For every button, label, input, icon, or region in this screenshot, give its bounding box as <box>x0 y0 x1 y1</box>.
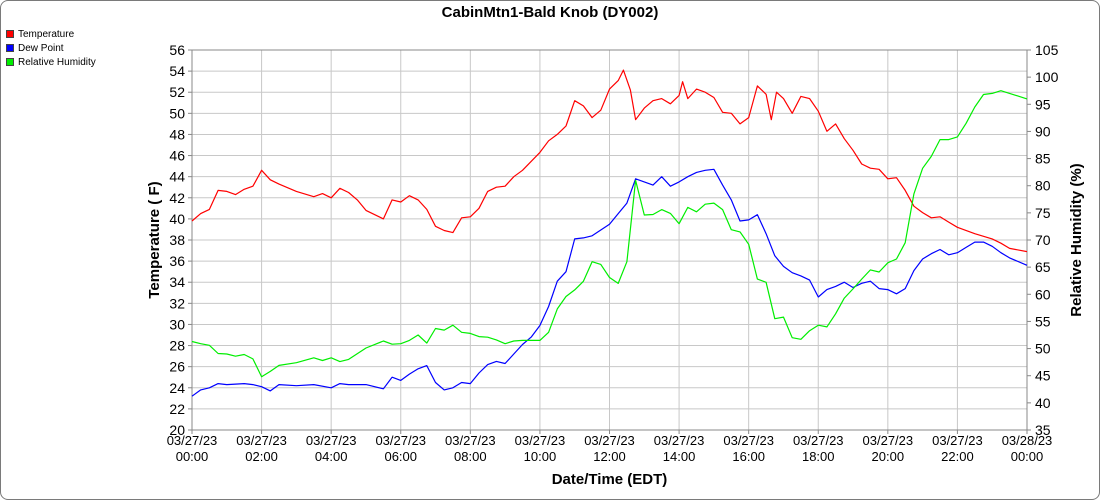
y-right-tick-label: 95 <box>1035 96 1051 112</box>
y-left-tick-label: 50 <box>169 105 185 121</box>
y-left-tick-label: 40 <box>169 211 185 227</box>
x-tick-label-date: 03/27/23 <box>932 433 983 448</box>
x-tick-label-time: 22:00 <box>941 449 974 464</box>
y-left-tick-label: 20 <box>169 422 185 438</box>
y-left-tick-label: 38 <box>169 232 185 248</box>
x-tick-label-time: 14:00 <box>663 449 696 464</box>
legend-item: Relative Humidity <box>6 55 96 69</box>
y-left-tick-label: 26 <box>169 359 185 375</box>
y-left-tick-label: 28 <box>169 338 185 354</box>
y-right-tick-label: 40 <box>1035 395 1051 411</box>
y-right-tick-label: 70 <box>1035 232 1051 248</box>
y-right-tick-label: 35 <box>1035 422 1051 438</box>
legend-label: Temperature <box>18 28 75 40</box>
y-right-axis-label: Relative Humidity (%) <box>1068 163 1085 316</box>
legend-swatch <box>6 58 14 66</box>
y-left-tick-label: 44 <box>169 169 185 185</box>
y-left-tick-label: 22 <box>169 401 185 417</box>
y-left-tick-label: 34 <box>169 274 185 290</box>
x-tick-label-date: 03/27/23 <box>167 433 218 448</box>
x-tick-label-time: 08:00 <box>454 449 487 464</box>
x-tick-label-time: 06:00 <box>384 449 417 464</box>
y-left-tick-label: 24 <box>169 380 185 396</box>
legend-item: Temperature <box>6 27 96 41</box>
x-tick-label-date: 03/27/23 <box>445 433 496 448</box>
y-right-tick-label: 85 <box>1035 151 1051 167</box>
x-tick-label-time: 10:00 <box>524 449 557 464</box>
legend-label: Dew Point <box>18 42 64 54</box>
series-line-relative-humidity <box>191 90 1028 378</box>
x-axis-label: Date/Time (EDT) <box>552 471 668 488</box>
legend: Temperature Dew Point Relative Humidity <box>6 27 96 69</box>
chart-title: CabinMtn1-Bald Knob (DY002) <box>441 4 659 21</box>
y-left-tick-label: 48 <box>169 126 185 142</box>
plot-border <box>191 49 1028 431</box>
x-tick-label-date: 03/27/23 <box>863 433 914 448</box>
y-right-tick-label: 45 <box>1035 368 1051 384</box>
y-right-tick-label: 60 <box>1035 286 1051 302</box>
y-right-tick-label: 50 <box>1035 341 1051 357</box>
y-right-tick-label: 65 <box>1035 259 1051 275</box>
x-tick-label-time: 20:00 <box>872 449 905 464</box>
series-line-temperature <box>191 69 1028 253</box>
x-tick-label-time: 00:00 <box>1011 449 1044 464</box>
x-tick-label-time: 18:00 <box>802 449 835 464</box>
series-line-dew-point <box>191 168 1028 397</box>
x-tick-label-date: 03/27/23 <box>236 433 287 448</box>
legend-swatch <box>6 44 14 52</box>
legend-item: Dew Point <box>6 41 96 55</box>
y-right-tick-label: 100 <box>1035 69 1059 85</box>
x-tick-label-date: 03/27/23 <box>375 433 426 448</box>
x-tick-label-date: 03/27/23 <box>793 433 844 448</box>
y-right-tick-label: 75 <box>1035 205 1051 221</box>
x-tick-label-date: 03/27/23 <box>584 433 635 448</box>
y-left-tick-label: 46 <box>169 148 185 164</box>
legend-swatch <box>6 30 14 38</box>
legend-label: Relative Humidity <box>18 56 96 68</box>
y-left-tick-label: 52 <box>169 84 185 100</box>
y-left-tick-label: 54 <box>169 63 185 79</box>
x-tick-label-time: 16:00 <box>732 449 765 464</box>
y-right-tick-label: 80 <box>1035 178 1051 194</box>
x-tick-label-date: 03/27/23 <box>723 433 774 448</box>
x-tick-label-time: 12:00 <box>593 449 626 464</box>
x-tick-label-time: 02:00 <box>245 449 278 464</box>
x-tick-label-date: 03/27/23 <box>306 433 357 448</box>
x-tick-label-date: 03/27/23 <box>654 433 705 448</box>
y-left-tick-label: 32 <box>169 295 185 311</box>
y-right-tick-label: 90 <box>1035 123 1051 139</box>
y-left-tick-label: 30 <box>169 316 185 332</box>
y-left-tick-label: 42 <box>169 190 185 206</box>
x-tick-label-date: 03/27/23 <box>515 433 566 448</box>
y-left-tick-label: 36 <box>169 253 185 269</box>
y-left-axis-label: Temperature ( F) <box>146 181 163 298</box>
y-right-tick-label: 55 <box>1035 313 1051 329</box>
x-tick-label-time: 00:00 <box>176 449 209 464</box>
x-tick-label-time: 04:00 <box>315 449 348 464</box>
y-right-tick-label: 105 <box>1035 42 1059 58</box>
y-left-tick-label: 56 <box>169 42 185 58</box>
x-tick-label-date: 03/28/23 <box>1002 433 1053 448</box>
